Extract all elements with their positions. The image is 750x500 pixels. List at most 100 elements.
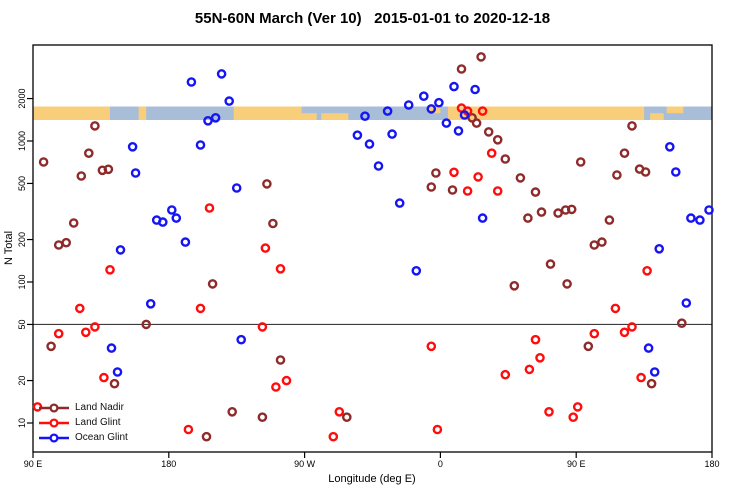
data-point-ocean-glint bbox=[186, 77, 197, 87]
data-point-ocean-glint bbox=[360, 111, 370, 121]
data-point-land-glint bbox=[589, 328, 600, 339]
data-point-land-glint bbox=[486, 148, 497, 158]
data-point-land-nadir bbox=[476, 52, 486, 62]
data-point-ocean-glint bbox=[649, 367, 660, 377]
data-point-ocean-glint bbox=[157, 217, 168, 227]
data-point-land-nadir bbox=[201, 431, 212, 442]
data-point-ocean-glint bbox=[195, 140, 206, 150]
map-strip-land-segment bbox=[447, 106, 645, 120]
data-point-land-nadir bbox=[677, 318, 687, 329]
map-strip-land-segment bbox=[321, 113, 349, 120]
map-strip-land-segment bbox=[650, 113, 664, 120]
data-point-land-glint bbox=[619, 327, 630, 338]
data-point-ocean-glint bbox=[166, 205, 177, 215]
land-nadir-marker-icon bbox=[39, 403, 69, 413]
data-point-ocean-glint bbox=[210, 113, 221, 123]
data-point-land-nadir bbox=[492, 134, 503, 145]
y-tick-label: 10 bbox=[17, 418, 27, 428]
data-point-ocean-glint bbox=[216, 69, 227, 79]
data-point-land-nadir bbox=[275, 355, 286, 365]
data-point-land-glint bbox=[636, 372, 646, 383]
x-tick-label: 90 E bbox=[567, 459, 586, 469]
data-point-land-nadir bbox=[566, 204, 577, 215]
data-point-ocean-glint bbox=[127, 141, 138, 152]
data-point-land-glint bbox=[281, 375, 292, 386]
data-point-ocean-glint bbox=[449, 81, 459, 92]
data-point-ocean-glint bbox=[130, 168, 141, 178]
data-point-ocean-glint bbox=[441, 118, 452, 128]
data-point-land-nadir bbox=[483, 127, 494, 137]
data-point-land-nadir bbox=[562, 279, 572, 289]
map-strip-land-segment bbox=[233, 106, 302, 120]
data-point-land-nadir bbox=[46, 341, 56, 352]
data-point-ocean-glint bbox=[453, 126, 464, 136]
y-tick-label: 20 bbox=[17, 376, 27, 386]
data-point-ocean-glint bbox=[654, 243, 665, 254]
data-point-land-glint bbox=[568, 412, 579, 423]
data-point-land-nadir bbox=[90, 121, 100, 131]
data-point-land-glint bbox=[328, 431, 339, 442]
data-point-land-glint bbox=[75, 303, 85, 314]
y-tick-label: 1000 bbox=[17, 131, 27, 151]
map-strip-land-segment bbox=[138, 106, 147, 120]
data-point-land-glint bbox=[195, 303, 206, 314]
data-point-land-nadir bbox=[341, 412, 352, 423]
data-point-ocean-glint bbox=[434, 97, 444, 108]
data-point-land-glint bbox=[477, 106, 488, 116]
legend-label-ocean-glint: Ocean Glint bbox=[75, 432, 128, 443]
ocean-glint-marker-icon bbox=[39, 433, 69, 443]
data-point-land-glint bbox=[183, 424, 194, 435]
data-point-land-nadir bbox=[84, 148, 94, 158]
data-point-land-glint bbox=[544, 406, 554, 417]
data-point-land-nadir bbox=[500, 154, 511, 164]
map-strip-land-segment bbox=[300, 113, 317, 120]
data-point-land-nadir bbox=[536, 207, 547, 217]
data-point-land-nadir bbox=[589, 240, 600, 250]
legend-item-land-nadir: Land Nadir bbox=[38, 401, 128, 415]
data-point-land-glint bbox=[90, 322, 100, 332]
data-point-ocean-glint bbox=[106, 343, 117, 353]
data-point-land-nadir bbox=[227, 406, 237, 417]
data-point-land-nadir bbox=[262, 179, 272, 189]
data-point-land-nadir bbox=[583, 341, 594, 352]
chart-title: 55N-60N March (Ver 10) 2015-01-01 to 202… bbox=[194, 10, 551, 27]
x-tick-label: 0 bbox=[438, 459, 443, 469]
y-tick-label: 2000 bbox=[17, 89, 27, 109]
data-point-ocean-glint bbox=[418, 91, 429, 101]
data-point-ocean-glint bbox=[364, 139, 375, 149]
data-point-land-nadir bbox=[530, 187, 541, 197]
data-point-land-glint bbox=[530, 334, 541, 345]
data-point-ocean-glint bbox=[352, 130, 363, 140]
data-point-land-glint bbox=[257, 322, 268, 332]
y-axis-label: N Total bbox=[3, 231, 15, 265]
data-point-ocean-glint bbox=[224, 96, 234, 106]
x-tick-label: 90 W bbox=[294, 459, 316, 469]
data-point-ocean-glint bbox=[477, 213, 488, 223]
data-point-land-nadir bbox=[109, 378, 120, 389]
data-point-land-glint bbox=[535, 352, 545, 363]
data-point-ocean-glint bbox=[203, 116, 213, 126]
data-point-ocean-glint bbox=[145, 298, 156, 309]
data-point-land-nadir bbox=[447, 185, 458, 195]
y-tick-label: 50 bbox=[17, 319, 27, 329]
map-strip bbox=[33, 106, 712, 120]
data-point-land-glint bbox=[275, 263, 286, 274]
data-point-land-glint bbox=[204, 203, 215, 213]
data-point-land-nadir bbox=[612, 170, 622, 180]
data-point-land-glint bbox=[53, 328, 64, 339]
data-point-ocean-glint bbox=[394, 198, 405, 208]
data-point-land-nadir bbox=[597, 237, 607, 247]
legend-label-land-nadir: Land Nadir bbox=[75, 402, 124, 413]
data-point-land-nadir bbox=[431, 168, 441, 178]
data-point-land-glint bbox=[81, 327, 91, 338]
data-point-land-glint bbox=[462, 186, 473, 196]
data-point-land-nadir bbox=[103, 164, 114, 175]
data-point-ocean-glint bbox=[681, 298, 692, 308]
data-point-ocean-glint bbox=[231, 183, 242, 193]
data-point-ocean-glint bbox=[180, 237, 191, 247]
data-point-ocean-glint bbox=[112, 367, 123, 377]
data-point-ocean-glint bbox=[704, 205, 714, 215]
data-point-land-nadir bbox=[523, 213, 533, 223]
data-point-ocean-glint bbox=[403, 100, 414, 110]
data-point-ocean-glint bbox=[411, 265, 422, 276]
